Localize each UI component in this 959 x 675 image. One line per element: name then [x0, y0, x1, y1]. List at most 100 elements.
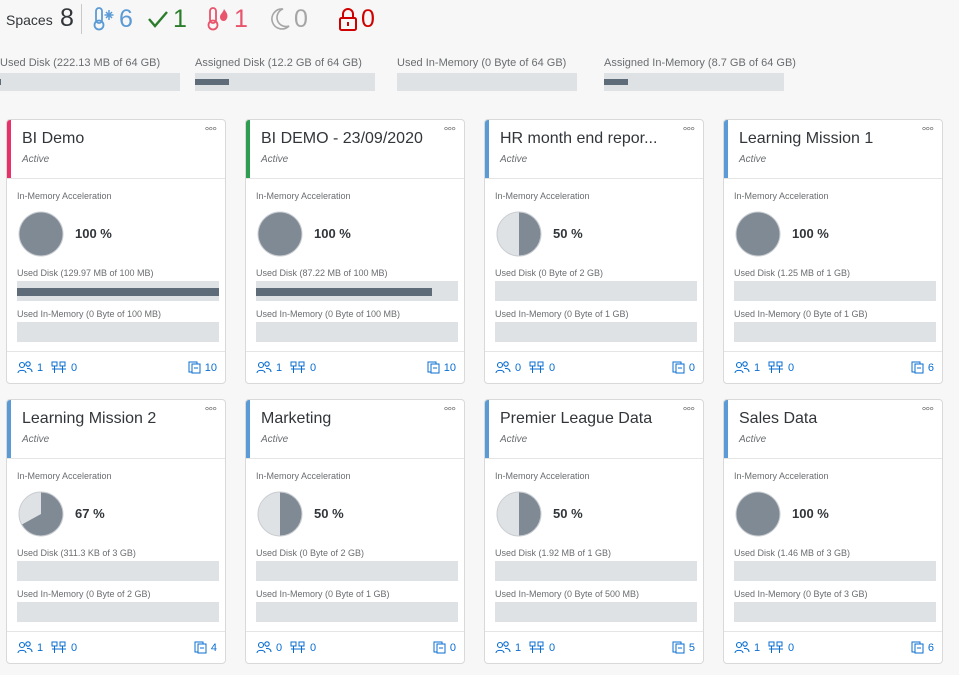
card-footer: 1 0 6	[724, 634, 942, 663]
connections-count-link[interactable]: 0	[529, 641, 555, 654]
used-disk-label: Used Disk (0 Byte of 2 GB)	[495, 268, 604, 278]
connections-count-link[interactable]: 0	[51, 641, 77, 654]
card-divider	[485, 458, 703, 459]
cold-spaces-count: 6	[119, 5, 133, 33]
used-in-memory-bar	[17, 322, 219, 342]
assigned-in-memory-bar	[604, 73, 784, 91]
more-options-icon[interactable]: °°°	[204, 124, 217, 138]
stat-inactive-spaces[interactable]: 0	[269, 4, 308, 34]
lock-icon	[339, 8, 357, 31]
objects-count-link[interactable]: 10	[188, 361, 217, 374]
stat-locked-spaces[interactable]: 0	[338, 4, 375, 34]
card-footer: 1 0 5	[485, 634, 703, 663]
connections-count: 0	[310, 641, 317, 654]
connections-count: 0	[71, 361, 78, 374]
in-memory-acceleration-label: In-Memory Acceleration	[495, 191, 590, 201]
space-card[interactable]: HR month end repor... °°° Active In-Memo…	[484, 119, 704, 384]
more-options-icon[interactable]: °°°	[204, 404, 217, 418]
space-card[interactable]: Learning Mission 2 °°° Active In-Memory …	[6, 399, 226, 664]
used-disk-bar	[17, 281, 219, 301]
used-disk-label: Used Disk (1.46 MB of 3 GB)	[734, 548, 851, 558]
in-memory-acceleration-pie	[257, 211, 303, 257]
users-count-link[interactable]: 1	[17, 361, 43, 374]
acceleration-percent: 50 %	[314, 506, 344, 521]
objects-count-link[interactable]: 6	[911, 641, 934, 654]
users-count: 0	[276, 641, 283, 654]
more-options-icon[interactable]: °°°	[443, 124, 456, 138]
more-options-icon[interactable]: °°°	[443, 404, 456, 418]
used-in-memory-bar	[734, 322, 936, 342]
used-disk-label: Used Disk (222.13 MB of 64 GB)	[0, 57, 161, 69]
used-in-memory-bar	[256, 322, 458, 342]
objects-count-link[interactable]: 6	[911, 361, 934, 374]
more-options-icon[interactable]: °°°	[682, 404, 695, 418]
objects-icon	[911, 361, 924, 374]
card-divider	[246, 178, 464, 179]
acceleration-percent: 50 %	[553, 226, 583, 241]
space-status: Active	[500, 434, 528, 445]
users-count-link[interactable]: 1	[495, 641, 521, 654]
users-icon	[17, 641, 33, 654]
connections-count-link[interactable]: 0	[768, 361, 794, 374]
used-in-memory-bar	[495, 322, 697, 342]
acceleration-percent: 50 %	[553, 506, 583, 521]
space-card[interactable]: Learning Mission 1 °°° Active In-Memory …	[723, 119, 943, 384]
objects-count-link[interactable]: 10	[427, 361, 456, 374]
connections-count-link[interactable]: 0	[768, 641, 794, 654]
connections-count: 0	[788, 641, 795, 654]
stat-hot-spaces[interactable]: 1	[205, 4, 248, 34]
space-title: Learning Mission 2	[22, 410, 157, 427]
more-options-icon[interactable]: °°°	[921, 124, 934, 138]
users-count: 1	[37, 641, 44, 654]
card-footer-divider	[485, 351, 703, 352]
card-divider	[7, 178, 225, 179]
space-card[interactable]: BI Demo °°° Active In-Memory Acceleratio…	[6, 119, 226, 384]
objects-count: 4	[210, 641, 217, 654]
connections-icon	[51, 361, 66, 373]
space-status: Active	[739, 434, 767, 445]
connections-count-link[interactable]: 0	[290, 361, 316, 374]
objects-count-link[interactable]: 0	[433, 641, 456, 654]
more-options-icon[interactable]: °°°	[921, 404, 934, 418]
pie-slice	[519, 492, 541, 536]
more-options-icon[interactable]: °°°	[682, 124, 695, 138]
users-count-link[interactable]: 0	[256, 641, 282, 654]
users-count-link[interactable]: 1	[734, 641, 760, 654]
card-footer-divider	[724, 351, 942, 352]
stat-cold-spaces[interactable]: 6	[90, 4, 133, 34]
space-card[interactable]: BI DEMO - 23/09/2020 °°° Active In-Memor…	[245, 119, 465, 384]
connections-icon	[768, 361, 783, 373]
in-memory-acceleration-label: In-Memory Acceleration	[17, 471, 112, 481]
objects-count: 6	[927, 361, 934, 374]
pie-slice	[19, 212, 63, 256]
connections-count: 0	[310, 361, 317, 374]
objects-icon	[433, 641, 446, 654]
users-count-link[interactable]: 1	[734, 361, 760, 374]
connections-icon	[529, 361, 544, 373]
spaces-label: Spaces	[6, 12, 53, 28]
objects-count-link[interactable]: 0	[672, 361, 695, 374]
users-count-link[interactable]: 1	[256, 361, 282, 374]
acceleration-percent: 100 %	[75, 226, 112, 241]
objects-count-link[interactable]: 4	[194, 641, 217, 654]
used-in-memory-bar	[734, 602, 936, 622]
space-card[interactable]: Premier League Data °°° Active In-Memory…	[484, 399, 704, 664]
card-footer: 0 0 0	[246, 634, 464, 663]
connections-count-link[interactable]: 0	[529, 361, 555, 374]
used-disk-bar	[256, 281, 458, 301]
users-count-link[interactable]: 0	[495, 361, 521, 374]
space-card[interactable]: Marketing °°° Active In-Memory Accelerat…	[245, 399, 465, 664]
connections-count-link[interactable]: 0	[290, 641, 316, 654]
connections-count: 0	[788, 361, 795, 374]
space-title: HR month end repor...	[500, 130, 658, 147]
card-footer: 1 0 4	[7, 634, 225, 663]
space-card[interactable]: Sales Data °°° Active In-Memory Accelera…	[723, 399, 943, 664]
connections-icon	[51, 641, 66, 653]
objects-count-link[interactable]: 5	[672, 641, 695, 654]
users-count-link[interactable]: 1	[17, 641, 43, 654]
stat-ok-spaces[interactable]: 1	[146, 4, 187, 34]
connections-count-link[interactable]: 0	[51, 361, 77, 374]
cold-space-icon	[93, 7, 114, 31]
status-accent	[485, 400, 489, 458]
used-disk-bar	[256, 561, 458, 581]
